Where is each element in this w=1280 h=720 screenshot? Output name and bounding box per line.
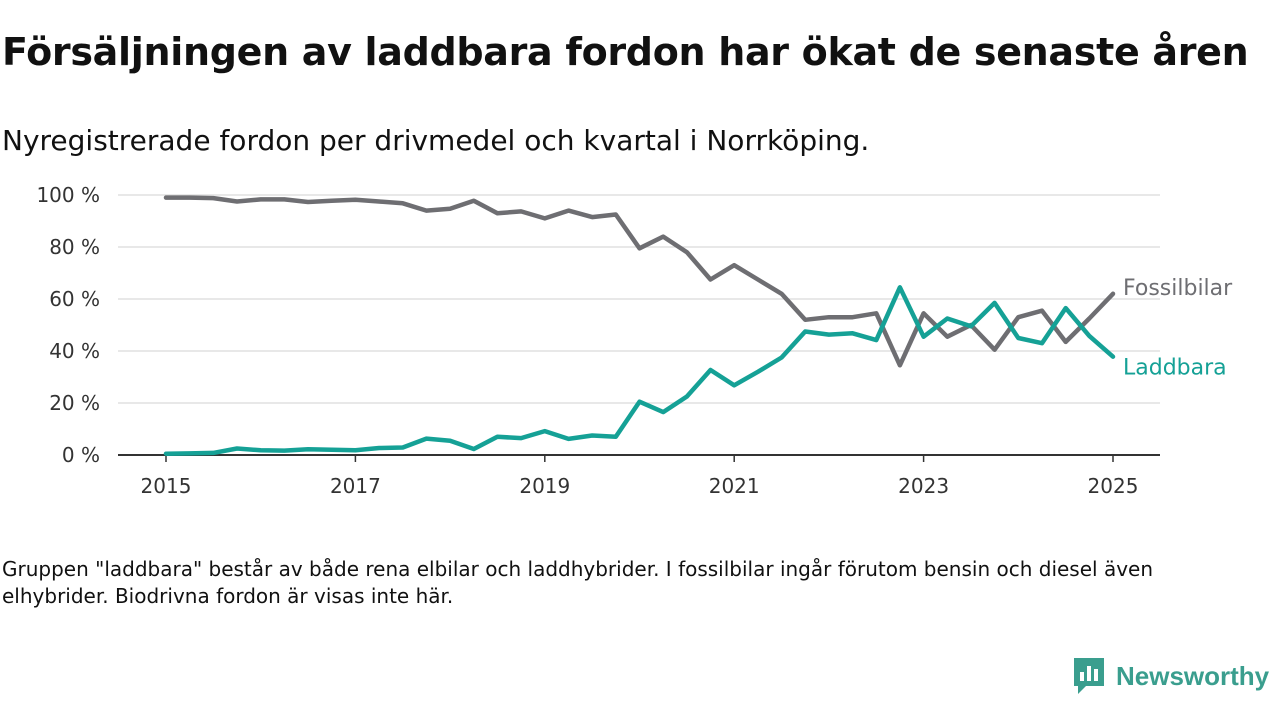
series-lines <box>163 195 1116 456</box>
y-tick-label: 40 % <box>49 339 100 363</box>
x-tick-label: 2015 <box>141 474 192 498</box>
series-labels: Fossilbilar Laddbara <box>1123 276 1233 381</box>
brand-logo: Newsworthy <box>1072 656 1269 696</box>
y-tick-label: 100 % <box>36 183 100 207</box>
y-tick-label: 0 % <box>62 443 100 467</box>
x-tick-label: 2017 <box>330 474 381 498</box>
y-tick-label: 60 % <box>49 287 100 311</box>
newsworthy-logo-icon <box>1074 658 1104 694</box>
series-label-laddbara: Laddbara <box>1123 356 1227 381</box>
footnote: Gruppen "laddbara" består av både rena e… <box>2 557 1154 608</box>
brand-name: Newsworthy <box>1116 660 1270 691</box>
y-tick-label: 20 % <box>49 391 100 415</box>
series-line-laddbara <box>163 285 1116 456</box>
y-axis: 0 % 20 % 40 % 60 % 80 % 100 % <box>36 183 100 467</box>
x-tick-label: 2023 <box>898 474 949 498</box>
chart-title: Försäljningen av laddbara fordon har öka… <box>2 30 1249 74</box>
y-tick-label: 80 % <box>49 235 100 259</box>
series-line-fossilbilar <box>163 195 1116 368</box>
x-tick-label: 2019 <box>519 474 570 498</box>
x-axis: 2015 2017 2019 2021 2023 2025 <box>118 454 1160 498</box>
chart-subtitle: Nyregistrerade fordon per drivmedel och … <box>2 124 870 157</box>
x-tick-label: 2025 <box>1088 474 1139 498</box>
x-tick-label: 2021 <box>709 474 760 498</box>
line-chart: 0 % 20 % 40 % 60 % 80 % 100 % 2015 2017 2019 202… <box>36 183 1233 498</box>
gridlines <box>118 194 1160 404</box>
series-label-fossilbilar: Fossilbilar <box>1123 276 1233 301</box>
